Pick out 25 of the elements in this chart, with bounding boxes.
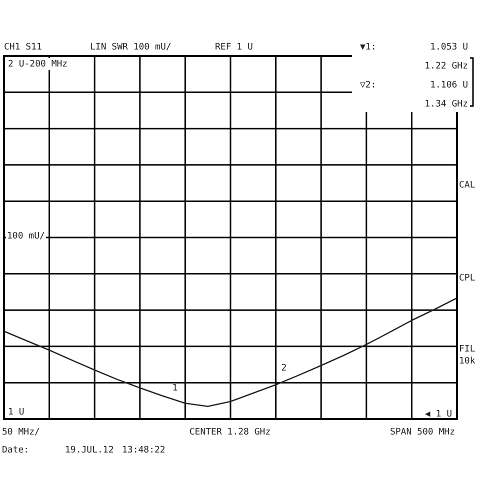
text: 1.106 U [430,80,468,90]
text: 1.053 U [430,42,468,52]
annotation: 1 U [8,407,24,418]
text: CPL [459,273,476,284]
annotation: 2 [281,363,287,374]
text: 19.JUL.12 [65,445,114,456]
text: 100 mU/ [7,231,45,242]
text: ▼1: [360,42,376,52]
text: 13:48:22 [122,445,166,456]
text: CAL [459,180,476,190]
text: 2 U-200 MHz [8,59,68,70]
text: 10k [459,356,476,366]
text: CH1 S11 [4,42,42,52]
text: LIN SWR 100 mU/ [90,42,172,52]
text: Date: [2,445,30,456]
text: CENTER 1.28 GHz [189,427,271,438]
text: REF 1 U [215,42,253,52]
text: 1.22 GHz [424,61,468,72]
text: FIL [459,344,476,354]
annotation: 1 [172,383,178,394]
text: 1.34 GHz [424,99,468,110]
text: SPAN 500 MHz [390,427,455,438]
annotation: ◀ 1 U [424,409,452,420]
text: 50 MHz/ [2,427,40,438]
text: ▽2: [360,80,376,90]
